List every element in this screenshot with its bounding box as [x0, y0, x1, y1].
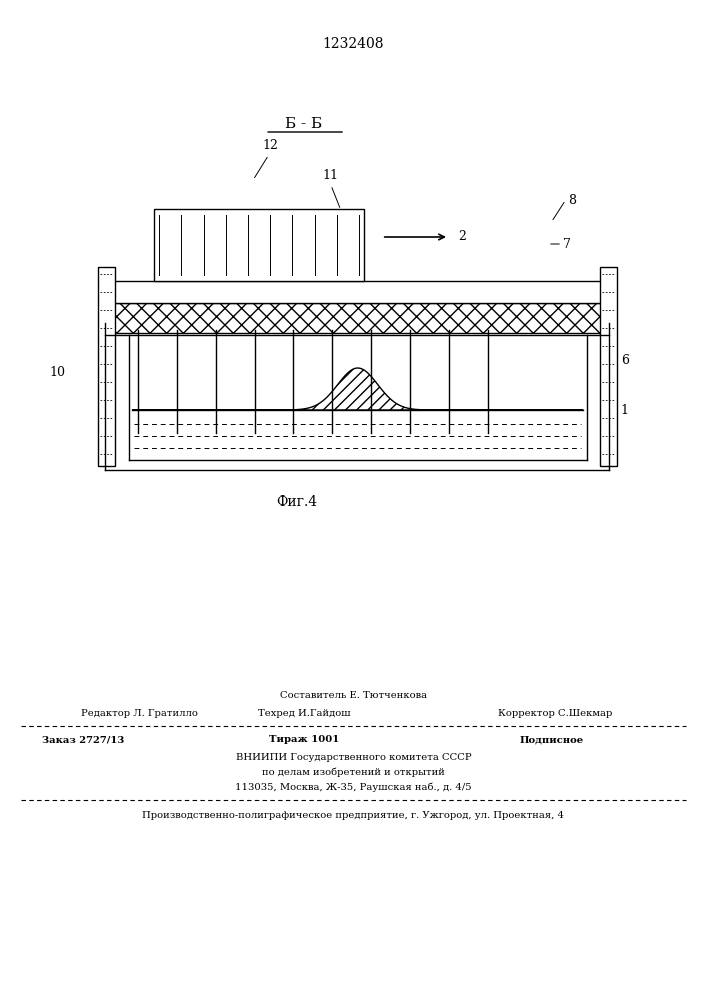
Text: Заказ 2727/13: Заказ 2727/13: [42, 736, 125, 744]
Text: 10: 10: [49, 365, 66, 378]
Text: 7: 7: [563, 237, 571, 250]
Text: Производственно-полиграфическое предприятие, г. Ужгород, ул. Проектная, 4: Производственно-полиграфическое предприя…: [143, 810, 564, 820]
Text: по делам изобретений и открытий: по делам изобретений и открытий: [262, 767, 445, 777]
Text: 1232408: 1232408: [323, 37, 384, 51]
Text: Редактор Л. Гратилло: Редактор Л. Гратилло: [81, 710, 198, 718]
Bar: [107, 303, 607, 333]
Text: 1: 1: [621, 403, 629, 416]
Text: Составитель Е. Тютченкова: Составитель Е. Тютченкова: [280, 690, 427, 700]
Bar: [98, 267, 115, 466]
Text: Б - Б: Б - Б: [286, 117, 322, 131]
Text: 6: 6: [621, 354, 629, 366]
Text: Фиг.4: Фиг.4: [276, 495, 317, 509]
Text: Тираж 1001: Тираж 1001: [269, 736, 339, 744]
Text: 12: 12: [262, 139, 278, 152]
Text: Корректор С.Шекмар: Корректор С.Шекмар: [498, 710, 612, 718]
Text: 8: 8: [568, 194, 575, 207]
Text: ВНИИПИ Государственного комитета СССР: ВНИИПИ Государственного комитета СССР: [235, 752, 472, 762]
Bar: [107, 281, 607, 303]
Text: Подписное: Подписное: [520, 736, 583, 744]
Polygon shape: [132, 368, 583, 410]
Text: 113035, Москва, Ж-35, Раушская наб., д. 4/5: 113035, Москва, Ж-35, Раушская наб., д. …: [235, 782, 472, 792]
Text: 2: 2: [458, 231, 466, 243]
Text: Техред И.Гайдош: Техред И.Гайдош: [257, 710, 351, 718]
Bar: [600, 267, 617, 466]
Text: 11: 11: [323, 169, 339, 182]
Bar: [154, 209, 364, 281]
